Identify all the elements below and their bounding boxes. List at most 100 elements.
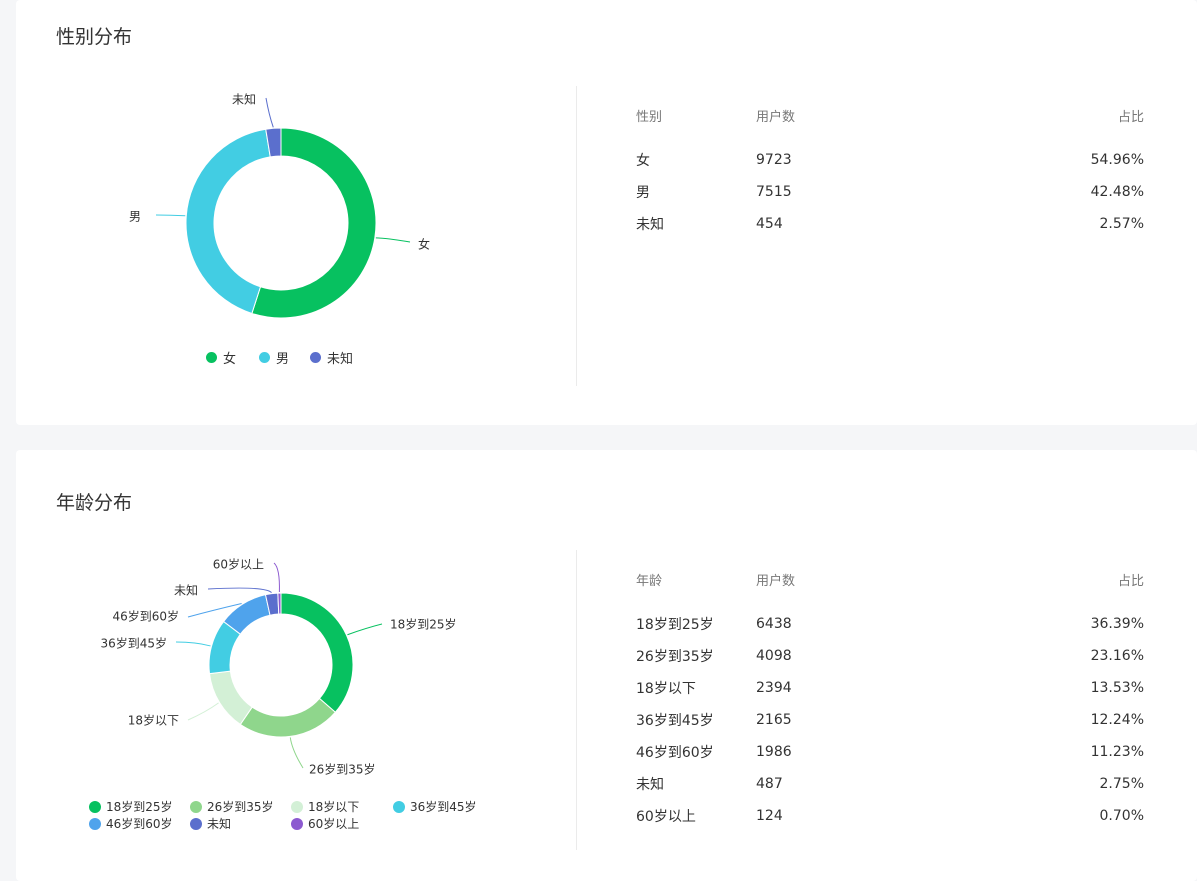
ratio-cell: 23.16% xyxy=(1090,648,1144,664)
age-cell: 未知 xyxy=(636,777,664,793)
slice-label: 未知 xyxy=(232,93,256,107)
gender-title: 性别分布 xyxy=(56,26,133,48)
legend-label: 男 xyxy=(276,352,290,367)
legend-label: 60岁以上 xyxy=(308,817,360,831)
label-leader-line xyxy=(175,641,211,647)
users-cell: 124 xyxy=(756,808,783,824)
label-leader-line xyxy=(273,562,280,593)
table-row: 未知 454 2.57% xyxy=(636,208,1144,240)
donut-slice-1[interactable] xyxy=(185,128,271,315)
slice-label: 26岁到35岁 xyxy=(309,762,376,777)
ratio-cell: 2.57% xyxy=(1099,216,1144,232)
age-title: 年龄分布 xyxy=(56,492,133,514)
legend-dot xyxy=(89,800,101,813)
legend-item[interactable]: 女 xyxy=(206,348,236,367)
table-row: 18岁到25岁 6438 36.39% xyxy=(636,608,1144,640)
legend-dot xyxy=(206,352,217,363)
legend-label: 26岁到35岁 xyxy=(207,800,274,814)
label-leader-line xyxy=(187,702,219,721)
ratio-cell: 42.48% xyxy=(1090,184,1144,200)
legend-dot xyxy=(190,817,202,830)
age-cell: 26岁到35岁 xyxy=(636,649,714,665)
legend-label: 未知 xyxy=(327,352,354,367)
users-cell: 2165 xyxy=(756,712,792,728)
slice-label: 男 xyxy=(129,210,141,224)
donut-slice-2[interactable] xyxy=(208,670,253,726)
ratio-cell: 36.39% xyxy=(1090,616,1144,632)
table-row: 60岁以上 124 0.70% xyxy=(636,800,1144,832)
legend-dot xyxy=(259,352,270,363)
legend-dot xyxy=(89,817,101,830)
label-leader-line xyxy=(347,623,383,636)
users-cell: 454 xyxy=(756,216,783,232)
users-cell: 2394 xyxy=(756,680,792,696)
label-leader-line xyxy=(155,214,186,217)
age-table: 年龄 用户数 占比 18岁到25岁 6438 36.39% 26岁到35岁 40… xyxy=(636,564,1144,832)
gender-divider xyxy=(576,86,577,386)
label-leader-line xyxy=(265,97,274,128)
age-header-users: 用户数 xyxy=(756,573,796,589)
legend-item[interactable]: 18岁到25岁 xyxy=(89,798,173,815)
gender-cell: 未知 xyxy=(636,217,664,233)
donut-slice-0[interactable] xyxy=(280,592,354,713)
table-row: 36岁到45岁 2165 12.24% xyxy=(636,704,1144,736)
legend-dot xyxy=(291,800,303,813)
label-leader-line xyxy=(187,603,242,618)
legend-item[interactable]: 46岁到60岁 xyxy=(89,815,173,832)
table-row: 未知 487 2.75% xyxy=(636,768,1144,800)
age-cell: 36岁到45岁 xyxy=(636,713,714,729)
users-cell: 6438 xyxy=(756,616,792,632)
slice-label: 未知 xyxy=(174,584,198,598)
slice-label: 女 xyxy=(418,237,430,252)
ratio-cell: 12.24% xyxy=(1090,712,1144,728)
users-cell: 7515 xyxy=(756,184,792,200)
legend-item[interactable]: 18岁以下 xyxy=(291,798,359,815)
legend-label: 女 xyxy=(223,352,237,367)
legend-item[interactable]: 26岁到35岁 xyxy=(190,798,274,815)
table-row: 女 9723 54.96% xyxy=(636,144,1144,176)
label-leader-line xyxy=(207,587,272,594)
table-row: 男 7515 42.48% xyxy=(636,176,1144,208)
age-cell: 18岁以下 xyxy=(636,681,696,697)
gender-donut-chart: 女 男 未知 xyxy=(129,93,430,319)
slice-label: 36岁到45岁 xyxy=(100,636,167,651)
label-leader-line xyxy=(289,737,304,769)
label-leader-line xyxy=(375,237,411,243)
legend-dot xyxy=(291,817,303,830)
gender-header-users: 用户数 xyxy=(756,109,796,125)
legend-item[interactable]: 未知 xyxy=(190,815,231,832)
users-cell: 4098 xyxy=(756,648,792,664)
ratio-cell: 2.75% xyxy=(1099,776,1144,792)
legend-item[interactable]: 未知 xyxy=(310,348,353,367)
slice-label: 46岁到60岁 xyxy=(112,609,179,624)
ratio-cell: 13.53% xyxy=(1090,680,1144,696)
ratio-cell: 11.23% xyxy=(1090,744,1144,760)
legend-dot xyxy=(190,800,202,813)
slice-label: 18岁以下 xyxy=(128,713,179,728)
gender-cell: 女 xyxy=(636,153,650,169)
age-cell: 18岁到25岁 xyxy=(636,617,714,633)
age-card: 年龄分布 18岁到25岁 26岁到35岁 18岁以下 36岁到45岁 46岁到60岁 未知… xyxy=(16,450,1197,881)
donut-slice-2[interactable] xyxy=(265,127,282,158)
gender-card: 性别分布 女男未知 女男未知 性别 用户数 占比 女 9723 54.96% 男… xyxy=(16,0,1197,425)
table-row: 46岁到60岁 1986 11.23% xyxy=(636,736,1144,768)
legend-label: 46岁到60岁 xyxy=(106,817,173,831)
gender-header-ratio: 占比 xyxy=(1117,109,1144,125)
donut-slice-1[interactable] xyxy=(239,697,337,738)
donut-slice-6[interactable] xyxy=(277,592,282,615)
legend-label: 未知 xyxy=(207,817,232,831)
donut-slice-0[interactable] xyxy=(251,127,377,319)
gender-table: 性别 用户数 占比 女 9723 54.96% 男 7515 42.48% 未知… xyxy=(636,100,1144,240)
slice-label: 60岁以上 xyxy=(213,557,264,572)
users-cell: 9723 xyxy=(756,152,792,168)
gender-cell: 男 xyxy=(636,185,650,201)
table-row: 26岁到35岁 4098 23.16% xyxy=(636,640,1144,672)
legend-item[interactable]: 男 xyxy=(259,348,289,367)
age-header-ratio: 占比 xyxy=(1117,573,1144,589)
age-divider xyxy=(576,550,577,850)
gender-header-gender: 性别 xyxy=(636,109,663,125)
legend-item[interactable]: 36岁到45岁 xyxy=(393,798,477,815)
legend-item[interactable]: 60岁以上 xyxy=(291,815,359,832)
table-row: 18岁以下 2394 13.53% xyxy=(636,672,1144,704)
ratio-cell: 0.70% xyxy=(1099,808,1144,824)
